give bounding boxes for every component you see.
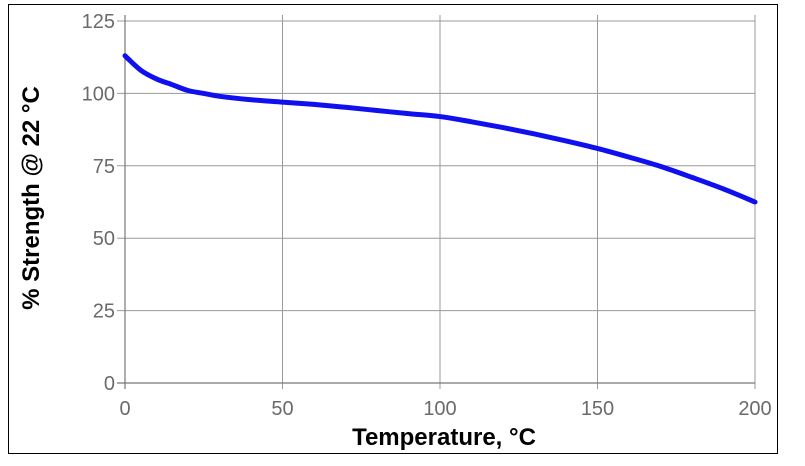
line-chart: 0 50 100 150 200 0 25 50 75 100 125 Temperature, … [18, 11, 772, 451]
x-tick-labels: 0 50 100 150 200 [119, 398, 771, 420]
x-tick-label: 150 [581, 398, 614, 420]
x-tick-label: 0 [119, 398, 130, 420]
axes [117, 15, 755, 389]
y-tick-label: 25 [93, 301, 115, 323]
y-axis-title: % Strength @ 22 °C [18, 86, 45, 310]
y-tick-label: 125 [82, 11, 115, 33]
chart-frame: 0 50 100 150 200 0 25 50 75 100 125 Temperature, … [8, 4, 778, 454]
y-tick-label: 100 [82, 83, 115, 105]
series-layer [122, 53, 758, 205]
y-tick-labels: 0 25 50 75 100 125 [82, 11, 115, 395]
y-tick-label: 75 [93, 156, 115, 178]
y-tick-label: 0 [104, 373, 115, 395]
y-gridlines [117, 20, 755, 384]
series-line [122, 53, 758, 205]
x-gridlines [124, 15, 756, 389]
x-tick-label: 200 [738, 398, 771, 420]
x-tick-label: 50 [271, 398, 293, 420]
y-tick-label: 50 [93, 228, 115, 250]
x-axis-title: Temperature, °C [352, 424, 536, 451]
x-tick-label: 100 [423, 398, 456, 420]
